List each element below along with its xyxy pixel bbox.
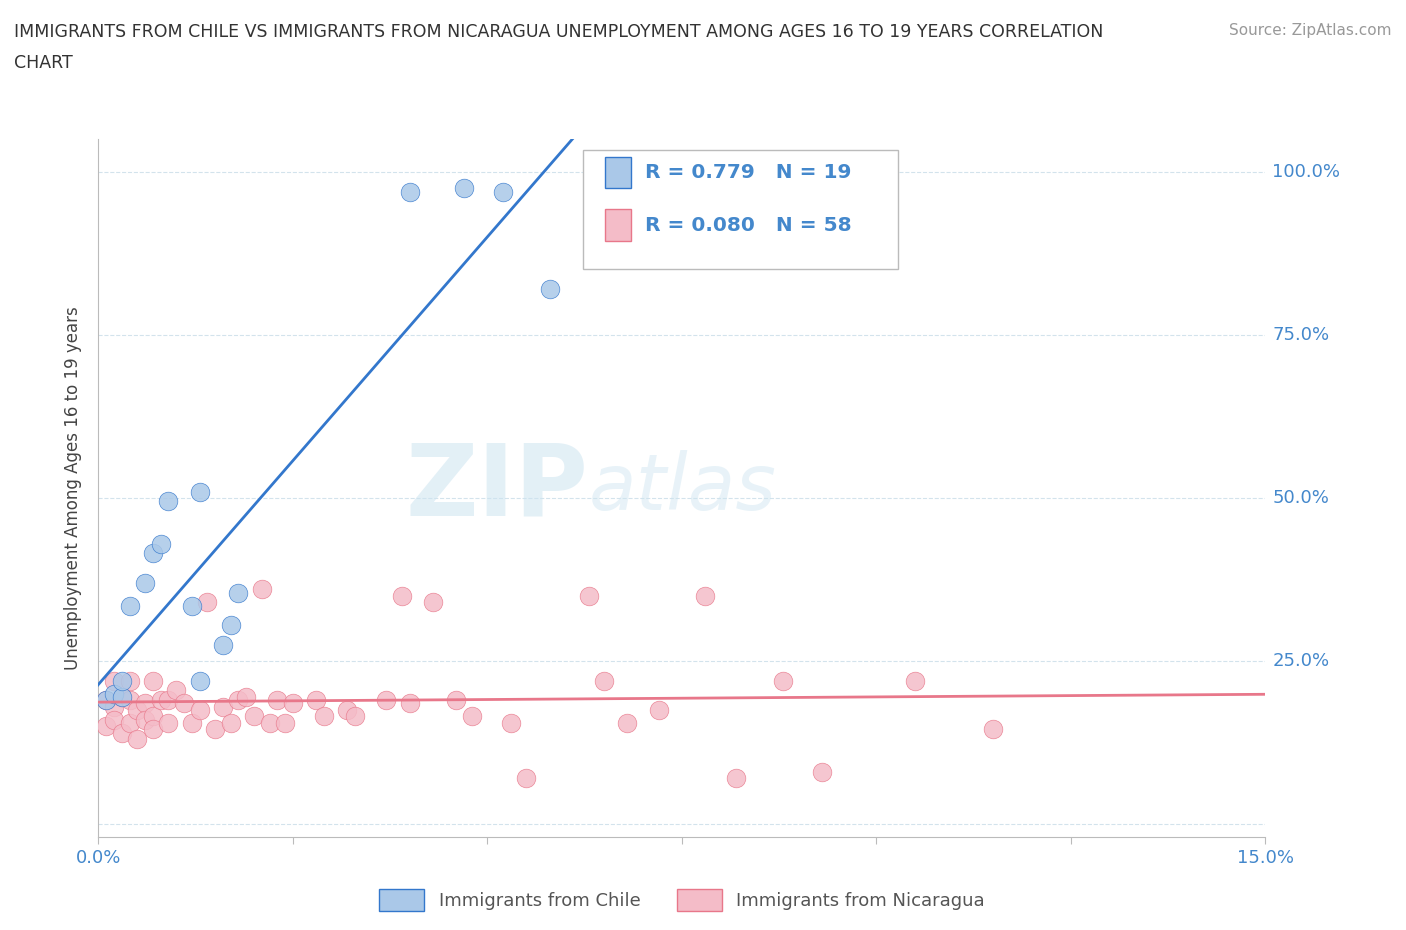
Point [578, 589, 600, 604]
Point [461, 709, 484, 724]
Point [142, 546, 165, 561]
FancyBboxPatch shape [582, 150, 898, 269]
Point [398, 696, 420, 711]
Point [111, 689, 134, 704]
Text: atlas: atlas [589, 450, 776, 526]
Point [142, 673, 165, 688]
Point [142, 709, 165, 724]
Point [173, 696, 195, 711]
Legend: Immigrants from Chile, Immigrants from Nicaragua: Immigrants from Chile, Immigrants from N… [371, 883, 993, 919]
Point [904, 673, 927, 688]
Point [103, 712, 125, 727]
Point [593, 673, 616, 688]
Point [188, 485, 211, 499]
Point [344, 709, 367, 724]
Point [195, 595, 218, 610]
Point [212, 637, 235, 652]
Text: ZIP: ZIP [406, 440, 589, 537]
Point [134, 712, 156, 727]
Text: R = 0.080   N = 58: R = 0.080 N = 58 [644, 216, 851, 234]
Point [235, 689, 257, 704]
Text: 75.0%: 75.0% [1272, 326, 1330, 344]
Point [149, 693, 172, 708]
Point [336, 702, 359, 717]
Y-axis label: Unemployment Among Ages 16 to 19 years: Unemployment Among Ages 16 to 19 years [65, 306, 83, 671]
Point [219, 715, 242, 730]
Point [142, 722, 165, 737]
Point [111, 673, 134, 688]
Point [228, 585, 250, 600]
Point [647, 702, 669, 717]
Point [157, 494, 180, 509]
Point [180, 715, 202, 730]
Point [127, 732, 149, 747]
Point [725, 771, 748, 786]
Point [281, 696, 304, 711]
Point [118, 673, 141, 688]
Point [398, 184, 420, 199]
Point [538, 282, 561, 297]
Point [422, 595, 444, 610]
Point [165, 683, 187, 698]
Point [96, 693, 118, 708]
Text: IMMIGRANTS FROM CHILE VS IMMIGRANTS FROM NICARAGUA UNEMPLOYMENT AMONG AGES 16 TO: IMMIGRANTS FROM CHILE VS IMMIGRANTS FROM… [14, 23, 1104, 41]
Bar [605, 157, 630, 189]
Bar [605, 209, 630, 241]
Point [259, 715, 281, 730]
Point [118, 715, 141, 730]
Point [157, 715, 180, 730]
Point [204, 722, 226, 737]
Point [492, 184, 515, 199]
Point [103, 699, 125, 714]
Point [118, 693, 141, 708]
Point [212, 699, 235, 714]
Point [772, 673, 794, 688]
Point [250, 582, 273, 597]
Point [149, 537, 172, 551]
Point [616, 715, 638, 730]
Point [219, 618, 242, 632]
Point [243, 709, 266, 724]
Point [111, 725, 134, 740]
Point [111, 689, 134, 704]
Point [127, 702, 149, 717]
Point [134, 696, 156, 711]
Text: 50.0%: 50.0% [1272, 489, 1329, 507]
Point [695, 589, 717, 604]
Point [811, 764, 834, 779]
Point [188, 673, 211, 688]
Point [118, 598, 141, 613]
Point [96, 719, 118, 734]
Point [103, 673, 125, 688]
Point [274, 715, 297, 730]
Text: Source: ZipAtlas.com: Source: ZipAtlas.com [1229, 23, 1392, 38]
Point [103, 686, 125, 701]
Point [453, 181, 475, 196]
Text: R = 0.779   N = 19: R = 0.779 N = 19 [644, 163, 851, 181]
Point [157, 693, 180, 708]
Text: CHART: CHART [14, 54, 73, 72]
Text: 100.0%: 100.0% [1272, 163, 1340, 181]
Point [312, 709, 335, 724]
Point [391, 589, 413, 604]
Point [188, 702, 211, 717]
Point [375, 693, 398, 708]
Point [228, 693, 250, 708]
Point [96, 693, 118, 708]
Point [515, 771, 537, 786]
Text: 25.0%: 25.0% [1272, 652, 1330, 670]
Point [499, 715, 522, 730]
Point [134, 576, 156, 591]
Point [446, 693, 468, 708]
Point [305, 693, 328, 708]
Point [180, 598, 202, 613]
Point [981, 722, 1004, 737]
Point [266, 693, 288, 708]
